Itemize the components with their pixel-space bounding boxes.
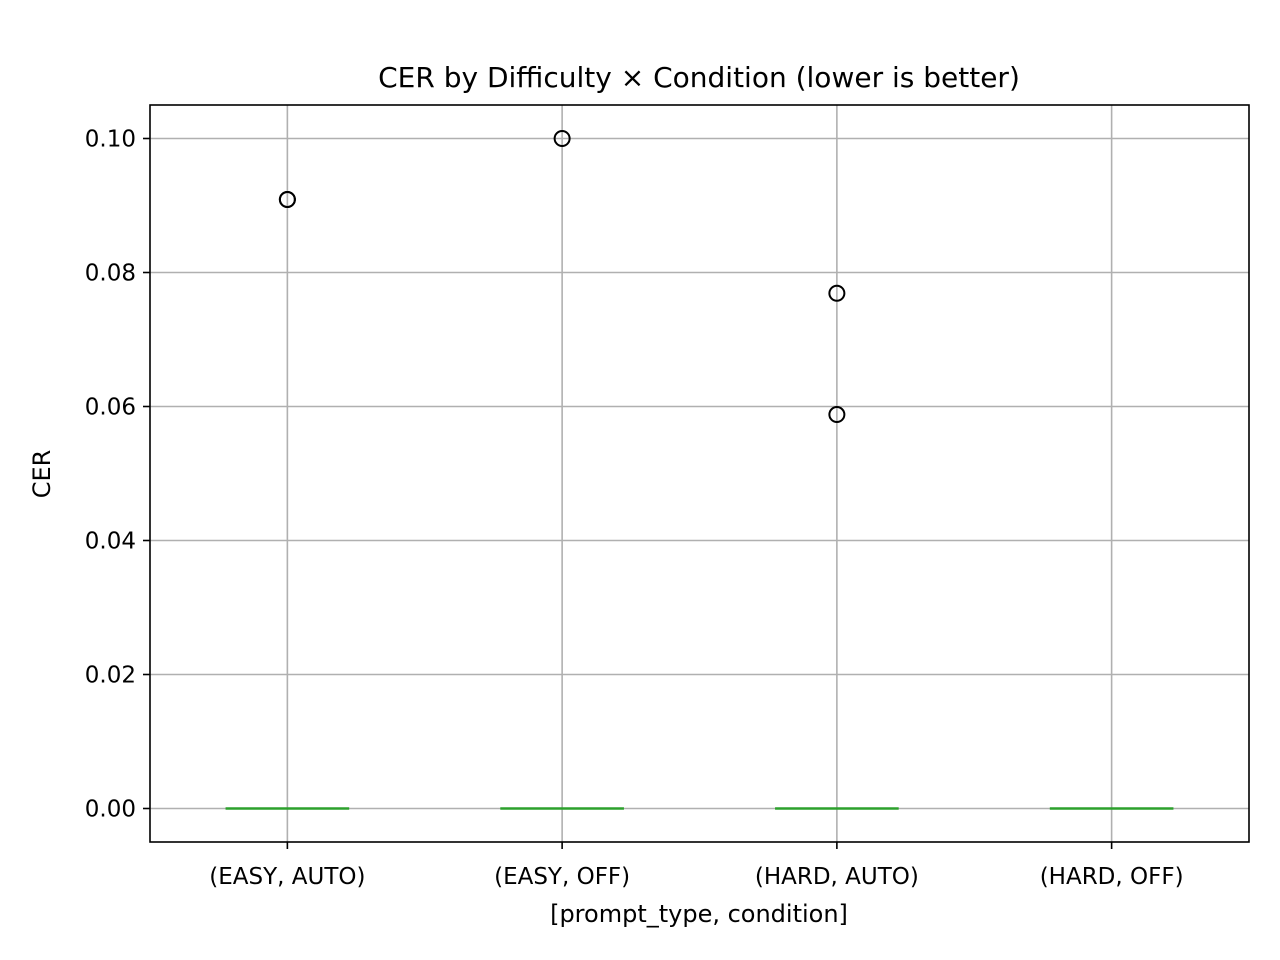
x-tick-label: (HARD, OFF) bbox=[1040, 864, 1184, 890]
grid-layer bbox=[150, 105, 1249, 842]
outlier-point bbox=[278, 190, 296, 208]
y-tick-label: 0.10 bbox=[85, 127, 136, 153]
plot-frame bbox=[149, 104, 1250, 843]
y-tick-label: 0.00 bbox=[85, 797, 136, 823]
x-tick-label: (EASY, OFF) bbox=[494, 864, 630, 890]
y-tick-label: 0.06 bbox=[85, 395, 136, 421]
outlier-point bbox=[828, 284, 846, 302]
x-tick-label: (HARD, AUTO) bbox=[755, 864, 919, 890]
chart-title: CER by Difficulty × Condition (lower is … bbox=[378, 61, 1020, 94]
box-layer bbox=[225, 130, 1174, 810]
y-tick-label: 0.08 bbox=[85, 261, 136, 287]
outlier-point bbox=[828, 406, 846, 424]
y-tick-label: 0.04 bbox=[85, 529, 136, 555]
x-axis-label: [prompt_type, condition] bbox=[550, 900, 848, 928]
tick-layer: 0.00 0.02 0.04 0.06 0.08 0.10 (EASY, AUTO) (EAS… bbox=[85, 127, 1184, 891]
outlier-point bbox=[553, 130, 571, 147]
y-tick-label: 0.02 bbox=[85, 663, 136, 689]
y-axis-label: CER bbox=[28, 450, 56, 499]
x-tick-label: (EASY, AUTO) bbox=[209, 864, 365, 890]
